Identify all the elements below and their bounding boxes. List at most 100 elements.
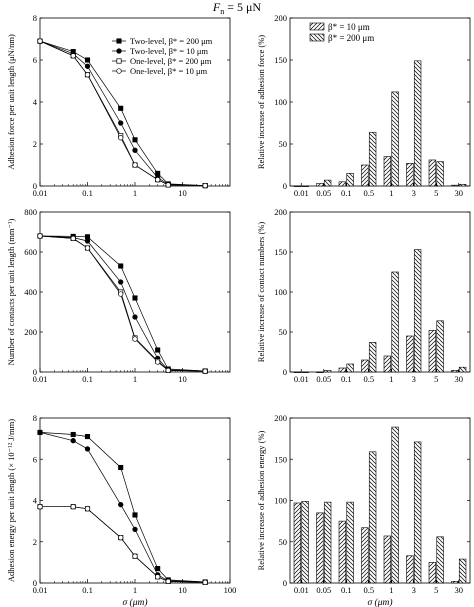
energy-line-series-3-point [70,504,76,510]
force-bar-series-1-bar [346,173,354,187]
contacts-line-ytick-label: 800 [24,207,37,217]
contacts-bar-series-1-bar [368,342,377,373]
energy-bar-ytick-label: 50 [279,537,288,547]
energy-bar-series-1-bar [301,501,309,584]
force-line-series-3-point [132,162,138,168]
force-line-series-0-point [84,57,91,63]
energy-bar-ytick-label: 200 [274,413,287,423]
energy-line-series-3-point [84,506,91,512]
energy-line-series-0-point [70,431,76,438]
force-line-series-3-point [70,53,76,59]
force-bar-series-0-bar [451,184,459,187]
energy-line-ytick-label: 0 [33,578,37,588]
energy-bar-xtick-label: 0.1 [341,585,352,595]
contacts-bar-xtick-label: 1 [389,374,393,384]
force-line-series-3-point [37,38,43,44]
force-bar-series-0-bar [361,164,369,187]
energy-line-series-3-point [155,574,161,580]
energy-line-series-1-point [70,438,76,444]
energy-bar-xtick-label: 30 [455,585,464,595]
force-line-ylabel: Adhesion force per unit length (μN/nm) [6,34,16,170]
energy-line-ytick-label: 8 [33,413,37,423]
force-bar-series-0-bar [383,156,392,187]
energy-line-series-1-point [132,526,138,533]
contacts-bar-ytick-label: 100 [274,287,287,297]
energy-line-series-0-point [155,566,161,572]
force-line-series-1-point [118,120,124,126]
force-bar-series-0-bar [428,159,437,187]
force-bar-legend-label: β* = 200 μm [328,33,374,43]
force-bar-legend-swatch [309,22,325,31]
energy-line-series-3-point [37,504,43,510]
energy-line-ytick-label: 4 [33,496,38,506]
energy-bar-series-1-bar [368,451,377,584]
force-bar-series-0-bar [406,163,414,187]
energy-line-xtick-label: 10 [178,585,187,595]
force-line-series-3-point [84,72,91,78]
force-bar-frame [289,17,471,187]
force-bar-xtick-label: 1 [389,188,393,198]
contacts-bar-ytick-label: 50 [279,327,288,337]
energy-bar-series-1-bar [458,558,467,584]
force-bar-series-1-bar [436,161,444,187]
force-bar-xtick-label: 3 [412,188,416,198]
energy-line-series-3-line [40,506,206,583]
energy-bar-series-1-bar [436,536,444,584]
energy-bar-xtick-label: 0.5 [363,585,374,595]
contacts-line-series-1-point [84,238,91,244]
force-line-series-3-point [165,182,171,188]
contacts-line-series-1-point [118,279,124,285]
energy-line-series-0-point [118,464,124,471]
force-bar-series-1-bar [368,131,377,187]
contacts-line-series-3-point [202,368,208,374]
energy-bar-xtick-label: 0.01 [294,585,309,595]
contacts-bar-ytick-label: 200 [274,207,287,217]
energy-line-xtick-label: 1 [133,585,137,595]
contacts-line-series-3-point [132,336,138,342]
force-line-ytick-label: 6 [33,55,37,65]
force-line-legend-label: One-level, β* = 200 μm [130,56,212,66]
force-line-series-3-point [155,177,161,183]
force-bar-series-1-bar [458,184,467,187]
force-bar-series-1-bar [391,91,399,187]
force-line-ytick-label: 2 [33,139,37,149]
force-line-legend-marker [116,48,122,54]
contacts-line-series-2-line [39,235,206,372]
force-line-legend-marker [116,68,122,74]
contacts-bar-series-1-bar [391,271,399,373]
contacts-line-series-0-point [84,234,91,240]
contacts-bar-xtick-label: 0.05 [316,374,331,384]
force-line-legend-label: Two-level, β* = 10 μm [130,46,208,56]
energy-line-series-0-point [84,434,91,440]
contacts-line-xtick-label: 0.01 [33,374,48,384]
contacts-line-ytick-label: 400 [24,287,37,297]
energy-bar-ytick-label: 100 [274,496,287,506]
force-bar-xtick-label: 0.05 [316,188,331,198]
force-line-series-0-point [155,170,161,176]
force-bar-ytick-label: 150 [274,55,287,65]
energy-line-ytick-label: 6 [33,454,37,464]
contacts-bar-series-1-bar [413,249,422,373]
force-bar-xtick-label: 5 [434,188,438,198]
force-bar-series-0-bar [338,181,347,187]
force-bar-series-0-bar [293,185,302,187]
energy-bar-ylabel: Relative increase of adhesion energy (%) [256,430,266,570]
energy-bar-xtick-label: 3 [412,585,416,595]
energy-bar-series-0-bar [361,527,369,584]
energy-bar-ytick-label: 150 [274,454,287,464]
contacts-bar-ytick-label: 150 [274,247,287,257]
force-bar-xtick-label: 0.1 [341,188,352,198]
contacts-line-ytick-label: 0 [33,367,37,377]
force-bar-legend-label: β* = 10 μm [328,22,370,32]
force-line-legend-marker [116,58,122,64]
contacts-line-series-3-point [70,235,76,242]
energy-line-series-1-point [118,501,124,508]
energy-bar-xtick-label: 1 [389,585,393,595]
force-line-series-1-point [132,147,138,153]
energy-line-series-1-point [84,446,91,452]
force-bar-xtick-label: 30 [455,188,464,198]
force-bar-series-1-bar [323,179,332,187]
force-line-ytick-label: 4 [33,97,38,107]
contacts-bar-ylabel: Relative increase of contact numbers (%) [256,222,266,363]
energy-line-series-1-line [39,432,206,583]
